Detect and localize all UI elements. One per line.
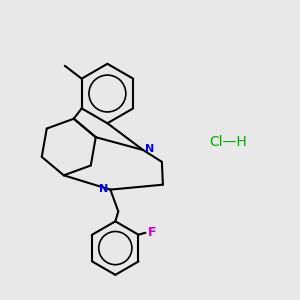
- Text: Cl—H: Cl—H: [209, 135, 247, 149]
- Text: N: N: [145, 144, 154, 154]
- Text: F: F: [147, 226, 156, 239]
- Text: N: N: [99, 184, 108, 194]
